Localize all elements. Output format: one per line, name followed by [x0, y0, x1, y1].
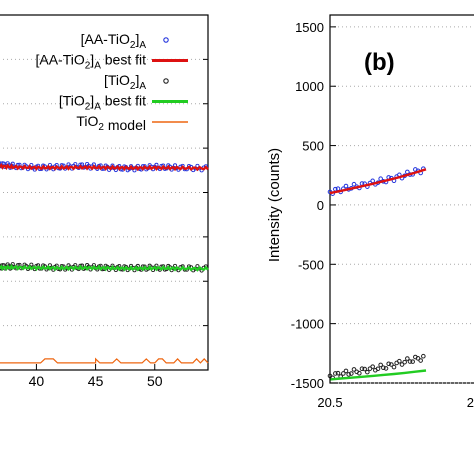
panel-b-y-ticks: 1500 1000 500 0 -500 -1000 -1500 — [291, 20, 336, 391]
x-tick-label: 50 — [147, 373, 163, 389]
y-tick-label: -500 — [298, 257, 324, 272]
y-tick-label: 1000 — [295, 79, 324, 94]
panel-b-label: (b) — [364, 49, 395, 76]
x-tick-label: 2 — [467, 395, 474, 410]
y-tick-label: -1500 — [291, 376, 324, 391]
panel-b-frame — [330, 15, 474, 383]
legend-label-subscript: A — [139, 81, 146, 92]
y-tick-label: 0 — [317, 198, 324, 213]
y-tick-label: 500 — [302, 139, 324, 154]
x-tick-label: 40 — [29, 373, 45, 389]
y-tick-label: -1000 — [291, 317, 324, 332]
x-tick-label: 20.5 — [317, 395, 342, 410]
legend-label-part: best fit — [101, 52, 146, 68]
legend-label-part: model — [104, 117, 146, 133]
panel-a: 40 45 50 [AA-TiO2]A[AA-TiO2]A best fit[TiO… — [0, 15, 208, 389]
y-tick-label: 1500 — [295, 20, 324, 35]
panel-b: 1500 1000 500 0 -500 -1000 -1500 20.5 2 (b) Int… — [266, 15, 474, 410]
x-tick-label: 45 — [88, 373, 104, 389]
panel-b-y-axis-label: Intensity (counts) — [266, 148, 283, 262]
legend-label-subscript: A — [139, 40, 146, 51]
legend-label-part: best fit — [101, 93, 146, 109]
